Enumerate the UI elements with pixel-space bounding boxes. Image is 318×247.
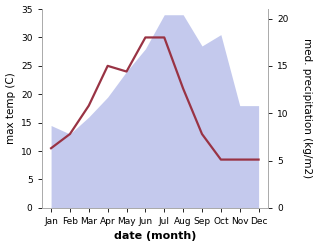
Y-axis label: max temp (C): max temp (C) [5, 73, 16, 144]
Y-axis label: med. precipitation (kg/m2): med. precipitation (kg/m2) [302, 38, 313, 179]
X-axis label: date (month): date (month) [114, 231, 196, 242]
